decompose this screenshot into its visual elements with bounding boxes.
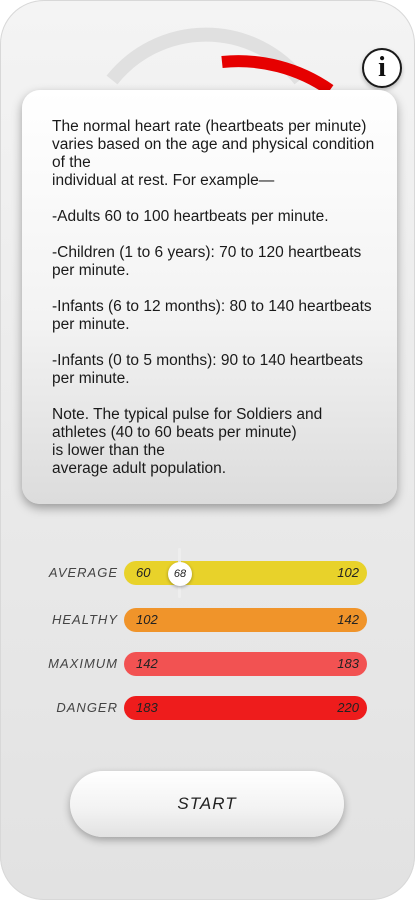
info-panel: The normal heart rate (heartbeats per mi… [22, 90, 397, 504]
zone-row-average: AVERAGE 60 102 68 [0, 548, 415, 598]
zone-row-healthy: HEALTHY 102 142 [0, 607, 415, 633]
info-paragraph-infants-6-12: -Infants (6 to 12 months): 80 to 140 hea… [52, 298, 372, 333]
zone-max-maximum: 183 [337, 656, 359, 671]
info-button[interactable]: i [362, 48, 402, 88]
zone-max-average: 102 [337, 565, 359, 580]
info-paragraph-children: -Children (1 to 6 years): 70 to 120 hear… [52, 244, 362, 279]
zone-label-healthy: HEALTHY [52, 612, 118, 627]
info-paragraph-adults: -Adults 60 to 100 heartbeats per minute. [52, 208, 329, 225]
zone-min-maximum: 142 [136, 656, 158, 671]
zone-label-maximum: MAXIMUM [48, 656, 118, 671]
zone-bar-average: 60 102 [124, 561, 367, 585]
info-paragraph-note: Note. The typical pulse for Soldiers and… [52, 406, 323, 477]
zone-min-healthy: 102 [136, 612, 158, 627]
zone-bar-healthy: 102 142 [124, 608, 367, 632]
info-icon: i [378, 52, 386, 83]
zone-min-average: 60 [136, 565, 151, 580]
slider-knob[interactable]: 68 [168, 562, 192, 586]
zone-max-danger: 220 [337, 700, 359, 715]
zone-bar-maximum: 142 183 [124, 652, 367, 676]
heart-rate-slider[interactable]: 68 [168, 548, 192, 598]
zone-row-danger: DANGER 183 220 [0, 695, 415, 721]
info-paragraph-infants-0-5: -Infants (0 to 5 months): 90 to 140 hear… [52, 352, 364, 387]
zone-label-danger: DANGER [56, 700, 118, 715]
zone-label-average: AVERAGE [48, 565, 118, 580]
zone-min-danger: 183 [136, 700, 158, 715]
start-button[interactable]: START [70, 771, 344, 837]
gauge-track [106, 27, 306, 85]
zone-max-healthy: 142 [337, 612, 359, 627]
info-paragraph-intro: The normal heart rate (heartbeats per mi… [52, 118, 375, 189]
gauge-arc-red [221, 55, 334, 95]
zone-bar-danger: 183 220 [124, 696, 367, 720]
zone-row-maximum: MAXIMUM 142 183 [0, 651, 415, 677]
